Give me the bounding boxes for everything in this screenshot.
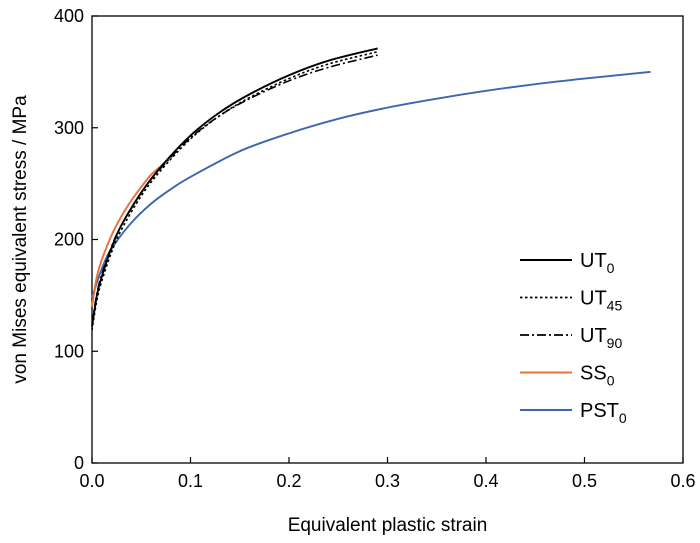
legend-label-ut90: UT90 bbox=[580, 325, 622, 351]
legend-label-main: UT bbox=[580, 288, 607, 310]
y-axis-title: von Mises equivalent stress / MPa bbox=[10, 95, 31, 384]
series-line-ut0 bbox=[91, 47, 378, 327]
plot-area bbox=[91, 15, 684, 464]
y-tick-label: 0 bbox=[74, 453, 84, 473]
legend-label-main: PST bbox=[580, 400, 619, 422]
legend-label-main: SS bbox=[580, 363, 607, 385]
x-tick-label: 0.6 bbox=[670, 471, 695, 491]
x-axis-title: Equivalent plastic strain bbox=[288, 515, 488, 536]
y-tick-label: 100 bbox=[54, 341, 84, 361]
legend-label-subscript: 0 bbox=[619, 410, 627, 426]
legend-label-subscript: 0 bbox=[607, 260, 615, 276]
y-tick-label: 200 bbox=[54, 230, 84, 250]
legend-label-subscript: 45 bbox=[607, 298, 623, 314]
series-line-ss0 bbox=[91, 162, 165, 307]
y-tick-label: 300 bbox=[54, 118, 84, 138]
x-tick-label: 0.2 bbox=[276, 471, 301, 491]
legend-label-ut0: UT0 bbox=[580, 250, 615, 276]
legend-label-pst0: PST0 bbox=[580, 400, 627, 426]
x-tick-label: 0.4 bbox=[473, 471, 498, 491]
series-line-ut90 bbox=[91, 54, 378, 324]
legend-label-ss0: SS0 bbox=[580, 363, 615, 389]
legend-label-ut45: UT45 bbox=[580, 288, 622, 314]
y-tick-label: 400 bbox=[54, 6, 84, 26]
x-tick-label: 0.5 bbox=[572, 471, 597, 491]
axis-ticks: 0.0 0.1 0.2 0.3 0.4 0.5 0.6 0 100 200 300 400 bbox=[54, 6, 696, 491]
x-tick-label: 0.1 bbox=[178, 471, 203, 491]
series-lines bbox=[91, 47, 651, 331]
legend-label-main: UT bbox=[580, 325, 607, 347]
series-line-pst0 bbox=[91, 70, 651, 298]
plot-frame bbox=[91, 15, 684, 464]
x-tick-label: 0.0 bbox=[79, 471, 104, 491]
legend-label-subscript: 90 bbox=[607, 335, 623, 351]
legend-label-subscript: 0 bbox=[607, 373, 615, 389]
series-line-ut45 bbox=[91, 50, 378, 331]
x-tick-label: 0.3 bbox=[375, 471, 400, 491]
legend-label-main: UT bbox=[580, 250, 607, 272]
